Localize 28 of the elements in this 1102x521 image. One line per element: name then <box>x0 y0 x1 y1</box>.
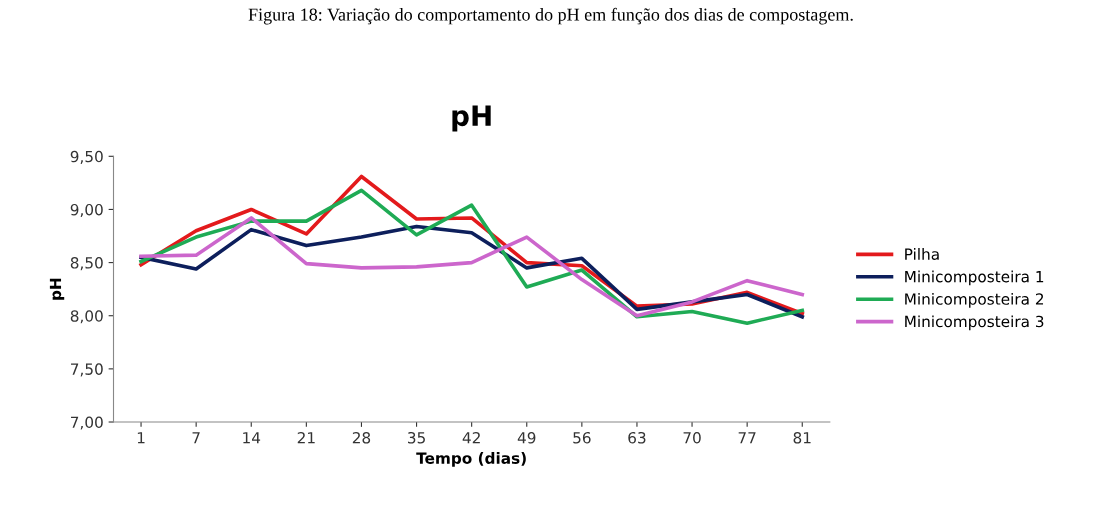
x-tick-label: 77 <box>738 432 756 444</box>
x-tick-label: 63 <box>628 432 646 444</box>
text: Figura 18: Variação do comportamento do pH em função dos dias de compostagem. <box>248 7 853 25</box>
legend-label: Minicomposteira 1 <box>905 270 1044 286</box>
x-tick-label: 14 <box>243 432 261 444</box>
x-tick-label: 7 <box>192 432 200 444</box>
x-tick-label: 81 <box>793 432 811 444</box>
x-tick-label: 28 <box>352 432 371 444</box>
x-tick-label: 49 <box>517 432 536 444</box>
y-axis-title: pH <box>49 278 65 300</box>
y-tick-label: 9,00 <box>70 203 103 218</box>
y-tick-label: 8,50 <box>70 257 103 271</box>
y-tick-label: 9,50 <box>70 150 103 164</box>
line-series <box>139 188 805 325</box>
y-tick-label: 7,00 <box>71 416 103 430</box>
legend-label: Pilha <box>905 248 939 260</box>
x-tick-label: 56 <box>573 432 591 444</box>
x-axis-title: Tempo (dias) <box>416 452 526 467</box>
chart-title: pH <box>452 105 491 132</box>
x-tick-label: 21 <box>297 432 315 444</box>
y-tick-label: 7,50 <box>71 363 103 377</box>
x-tick-label: 42 <box>462 432 480 444</box>
legend-label: Minicomposteira 2 <box>905 292 1044 308</box>
x-tick-label: 70 <box>683 432 701 444</box>
y-tick-label: 8,00 <box>70 310 103 324</box>
x-tick-label: 1 <box>137 432 145 444</box>
legend-label: Minicomposteira 3 <box>905 315 1044 331</box>
x-tick-label: 35 <box>408 432 425 444</box>
